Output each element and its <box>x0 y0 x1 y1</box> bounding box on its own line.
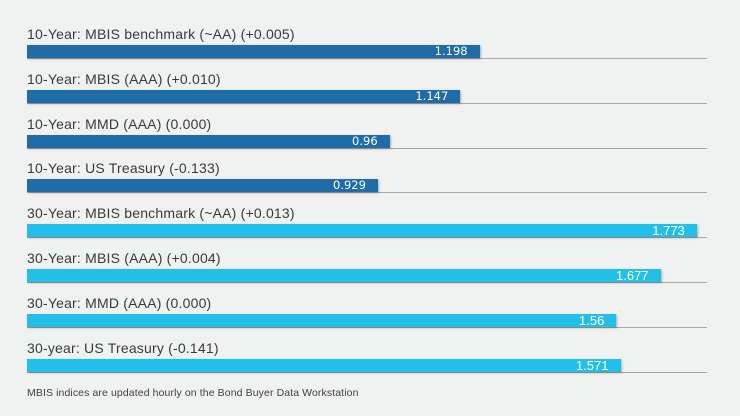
bar-row: 30-year: US Treasury (-0.141) 1.571 <box>0 335 740 380</box>
bar-value-label: 0.929 <box>333 178 366 193</box>
bar-row: 10-Year: MMD (AAA) (0.000) 0.96 <box>0 111 740 156</box>
bar-label: 10-Year: MBIS (AAA) (+0.010) <box>27 70 221 87</box>
bar-label: 10-Year: MBIS benchmark (~AA) (+0.005) <box>27 26 295 42</box>
bar-label: 30-Year: MMD (AAA) (0.000) <box>27 294 212 311</box>
bar: 1.571 <box>27 357 621 373</box>
bar-row: 10-Year: MBIS (AAA) (+0.010) 1.147 <box>0 66 740 111</box>
bar-label: 30-Year: MBIS (AAA) (+0.004) <box>27 249 221 266</box>
bar-row: 10-Year: US Treasury (-0.133) 0.929 <box>0 155 740 200</box>
bar-value-label: 1.571 <box>575 357 609 373</box>
bar-row: 30-Year: MBIS benchmark (~AA) (+0.013) 1… <box>0 200 740 245</box>
bar-track: 0.96 <box>27 134 707 149</box>
bar: 1.773 <box>27 223 697 239</box>
bar-track: 1.147 <box>27 89 707 104</box>
bar: 1.147 <box>27 88 461 103</box>
bar-label: 10-Year: MMD (AAA) (0.000) <box>27 115 212 132</box>
bar-value-label: 1.773 <box>652 223 685 239</box>
bar: 1.677 <box>27 267 661 283</box>
bar-track: 1.571 <box>27 358 707 373</box>
bar: 0.929 <box>27 178 378 193</box>
bar-value-label: 0.96 <box>352 133 378 148</box>
bar-row: 10-Year: MBIS benchmark (~AA) (+0.005) 1… <box>0 21 740 66</box>
bar-track: 0.929 <box>27 178 707 194</box>
bar: 1.198 <box>27 45 480 58</box>
bar-track: 1.677 <box>27 268 707 283</box>
bar-label: 30-year: US Treasury (-0.141) <box>27 339 219 356</box>
bar: 0.96 <box>27 133 390 148</box>
bar-value-label: 1.677 <box>616 267 649 283</box>
bar-value-label: 1.198 <box>434 44 468 58</box>
chart-rows: 10-Year: MBIS benchmark (~AA) (+0.005) 1… <box>0 21 740 380</box>
bar-track: 1.56 <box>27 313 707 328</box>
bar-track: 1.773 <box>27 223 707 239</box>
bar-row: 30-Year: MBIS (AAA) (+0.004) 1.677 <box>0 245 740 290</box>
bar-row: 30-Year: MMD (AAA) (0.000) 1.56 <box>0 290 740 335</box>
bar-value-label: 1.147 <box>415 88 449 103</box>
bar-value-label: 1.56 <box>579 312 605 328</box>
bar: 1.56 <box>27 312 617 328</box>
bar-label: 10-Year: US Treasury (-0.133) <box>27 160 220 177</box>
bar-label: 30-Year: MBIS benchmark (~AA) (+0.013) <box>27 205 295 222</box>
chart-footnote: MBIS indices are updated hourly on the B… <box>27 387 359 400</box>
bar-track: 1.198 <box>27 44 707 59</box>
